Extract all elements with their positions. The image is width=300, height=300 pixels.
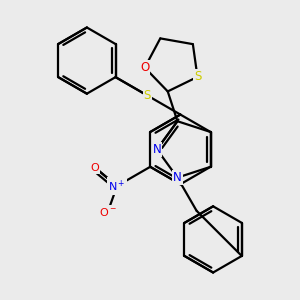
Text: N$^+$: N$^+$ <box>108 178 126 194</box>
Text: O: O <box>91 163 99 172</box>
Text: O: O <box>140 61 149 74</box>
Text: S: S <box>143 89 151 102</box>
Text: S: S <box>194 70 201 83</box>
Text: O$^-$: O$^-$ <box>99 206 117 218</box>
Text: N: N <box>113 181 121 191</box>
Text: N: N <box>153 143 161 156</box>
Text: N: N <box>173 171 182 184</box>
